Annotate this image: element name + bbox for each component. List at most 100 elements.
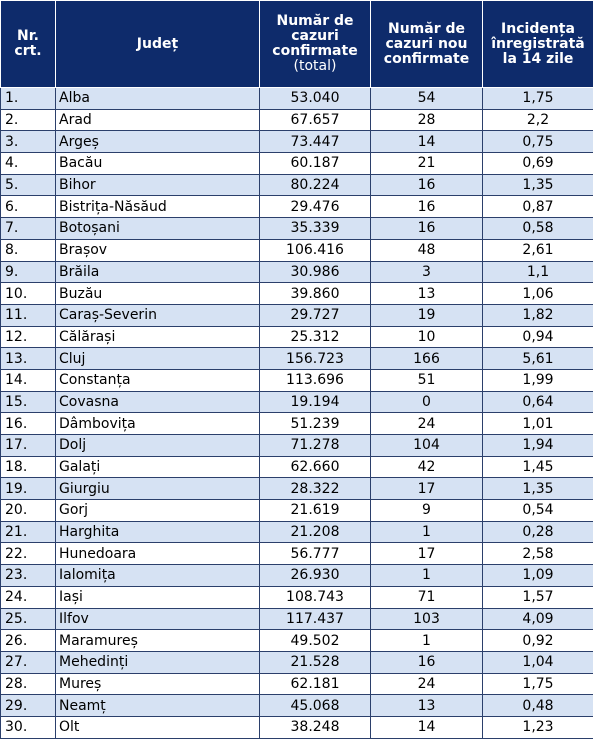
table-row: 27. Mehedinți 21.528 16 1,04 xyxy=(0,650,593,674)
header-new-cases: Număr de cazuri nou confirmate xyxy=(370,0,483,88)
table-row: 13. Cluj 156.723 166 5,61 xyxy=(0,347,593,370)
cell-incidence: 1,99 xyxy=(482,368,593,392)
cell-incidence: 1,23 xyxy=(482,715,593,739)
cell-total: 73.447 xyxy=(259,130,371,154)
table-row: 6. Bistrița-Năsăud 29.476 16 0,87 xyxy=(0,195,593,219)
table-row: 11. Caraș-Severin 29.727 19 1,82 xyxy=(0,303,593,327)
cell-judet: Ilfov xyxy=(55,607,260,631)
cell-nr: 17. xyxy=(0,434,56,457)
cell-total: 35.339 xyxy=(259,217,371,240)
cell-nr: 2. xyxy=(0,108,56,132)
table-row: 29. Neamț 45.068 13 0,48 xyxy=(0,694,593,717)
cell-nr: 18. xyxy=(0,455,56,479)
cell-judet: Mehedinți xyxy=(55,650,260,674)
cell-incidence: 2,61 xyxy=(482,238,593,262)
cell-incidence: 0,92 xyxy=(482,629,593,652)
cell-judet: Brăila xyxy=(55,260,260,284)
cell-total: 39.860 xyxy=(259,282,371,305)
cell-new: 104 xyxy=(370,434,483,457)
cell-judet: Bacău xyxy=(55,152,260,175)
cell-new: 10 xyxy=(370,325,483,349)
cell-judet: Giurgiu xyxy=(55,477,260,501)
table-row: 16. Dâmbovița 51.239 24 1,01 xyxy=(0,412,593,435)
cell-total: 25.312 xyxy=(259,325,371,349)
cell-nr: 10. xyxy=(0,282,56,305)
cell-total: 106.416 xyxy=(259,238,371,262)
cell-total: 56.777 xyxy=(259,542,371,566)
cell-nr: 9. xyxy=(0,260,56,284)
cell-incidence: 0,28 xyxy=(482,520,593,544)
cell-judet: Maramureș xyxy=(55,629,260,652)
cell-total: 156.723 xyxy=(259,347,371,370)
cell-incidence: 2,58 xyxy=(482,542,593,566)
table-row: 20. Gorj 21.619 9 0,54 xyxy=(0,499,593,522)
cell-total: 21.208 xyxy=(259,520,371,544)
cell-incidence: 1,01 xyxy=(482,412,593,435)
cell-incidence: 1,04 xyxy=(482,650,593,674)
cell-nr: 1. xyxy=(0,87,56,110)
cell-judet: Hunedoara xyxy=(55,542,260,566)
cell-nr: 20. xyxy=(0,499,56,522)
cell-new: 54 xyxy=(370,87,483,110)
header-nr: Nr. crt. xyxy=(0,0,56,88)
header-judet: Județ xyxy=(55,0,260,88)
header-row: Nr. crt. Județ Număr de cazuri confirmat… xyxy=(0,0,593,88)
cell-judet: Bistrița-Năsăud xyxy=(55,195,260,219)
cell-judet: Galați xyxy=(55,455,260,479)
cell-incidence: 1,45 xyxy=(482,455,593,479)
cell-incidence: 1,75 xyxy=(482,87,593,110)
cell-judet: Neamț xyxy=(55,694,260,717)
cell-incidence: 0,64 xyxy=(482,390,593,414)
cell-judet: Ialomița xyxy=(55,564,260,587)
cell-new: 166 xyxy=(370,347,483,370)
table-row: 1. Alba 53.040 54 1,75 xyxy=(0,87,593,110)
cell-total: 80.224 xyxy=(259,173,371,197)
cell-incidence: 1,35 xyxy=(482,173,593,197)
table-row: 9. Brăila 30.986 3 1,1 xyxy=(0,260,593,284)
cell-incidence: 0,87 xyxy=(482,195,593,219)
cell-total: 62.660 xyxy=(259,455,371,479)
cell-new: 42 xyxy=(370,455,483,479)
cell-new: 16 xyxy=(370,217,483,240)
header-incidence: Incidența înregistrată la 14 zile xyxy=(482,0,593,88)
table-row: 7. Botoșani 35.339 16 0,58 xyxy=(0,217,593,240)
cell-incidence: 1,1 xyxy=(482,260,593,284)
cell-total: 29.727 xyxy=(259,303,371,327)
cell-nr: 25. xyxy=(0,607,56,631)
cell-incidence: 2,2 xyxy=(482,108,593,132)
table-row: 26. Maramureș 49.502 1 0,92 xyxy=(0,629,593,652)
cell-judet: Alba xyxy=(55,87,260,110)
cell-nr: 7. xyxy=(0,217,56,240)
cell-new: 14 xyxy=(370,715,483,739)
table-row: 4. Bacău 60.187 21 0,69 xyxy=(0,152,593,175)
cell-judet: Buzău xyxy=(55,282,260,305)
table-body: 1. Alba 53.040 54 1,75 2. Arad 67.657 28 2,2 3. Arg… xyxy=(0,87,593,739)
cell-judet: Mureș xyxy=(55,672,260,696)
cell-new: 13 xyxy=(370,694,483,717)
cell-judet: Iași xyxy=(55,585,260,609)
cell-total: 117.437 xyxy=(259,607,371,631)
cell-new: 48 xyxy=(370,238,483,262)
cell-judet: Dâmbovița xyxy=(55,412,260,435)
cell-nr: 15. xyxy=(0,390,56,414)
table-row: 28. Mureș 62.181 24 1,75 xyxy=(0,672,593,696)
cell-nr: 24. xyxy=(0,585,56,609)
cell-incidence: 1,09 xyxy=(482,564,593,587)
cell-incidence: 1,57 xyxy=(482,585,593,609)
cell-nr: 27. xyxy=(0,650,56,674)
cell-incidence: 5,61 xyxy=(482,347,593,370)
cell-judet: Olt xyxy=(55,715,260,739)
cell-incidence: 1,82 xyxy=(482,303,593,327)
cell-new: 9 xyxy=(370,499,483,522)
cell-total: 30.986 xyxy=(259,260,371,284)
table-row: 17. Dolj 71.278 104 1,94 xyxy=(0,434,593,457)
cell-nr: 6. xyxy=(0,195,56,219)
cell-nr: 22. xyxy=(0,542,56,566)
cell-judet: Botoșani xyxy=(55,217,260,240)
cell-nr: 19. xyxy=(0,477,56,501)
table-row: 15. Covasna 19.194 0 0,64 xyxy=(0,390,593,414)
cell-nr: 14. xyxy=(0,368,56,392)
cell-total: 45.068 xyxy=(259,694,371,717)
cell-incidence: 0,54 xyxy=(482,499,593,522)
